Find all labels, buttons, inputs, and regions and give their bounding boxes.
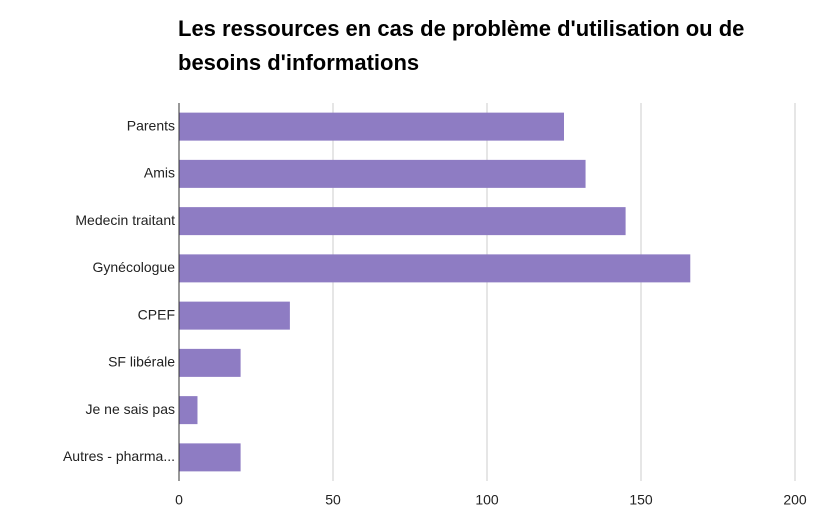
y-tick-label: SF libérale (108, 354, 175, 370)
bar (179, 301, 290, 330)
y-tick-label: Autres - pharma... (63, 448, 175, 464)
y-tick-label: CPEF (138, 306, 175, 322)
y-tick-label: Gynécologue (92, 259, 175, 275)
x-tick-label: 150 (629, 492, 653, 508)
bar (179, 396, 198, 425)
y-tick-label: Amis (144, 165, 175, 181)
x-tick-label: 50 (325, 492, 341, 508)
bar (179, 443, 241, 472)
x-tick-label: 100 (475, 492, 499, 508)
bar (179, 112, 564, 141)
bar (179, 254, 691, 283)
y-tick-label: Parents (127, 117, 175, 133)
bar (179, 348, 241, 377)
y-tick-label: Je ne sais pas (86, 401, 176, 417)
y-tick-label: Medecin traitant (75, 212, 175, 228)
chart-title: Les ressources en cas de problème d'util… (178, 16, 745, 75)
x-tick-label: 0 (175, 492, 183, 508)
bar (179, 159, 586, 188)
x-tick-label: 200 (783, 492, 807, 508)
bar (179, 207, 626, 236)
